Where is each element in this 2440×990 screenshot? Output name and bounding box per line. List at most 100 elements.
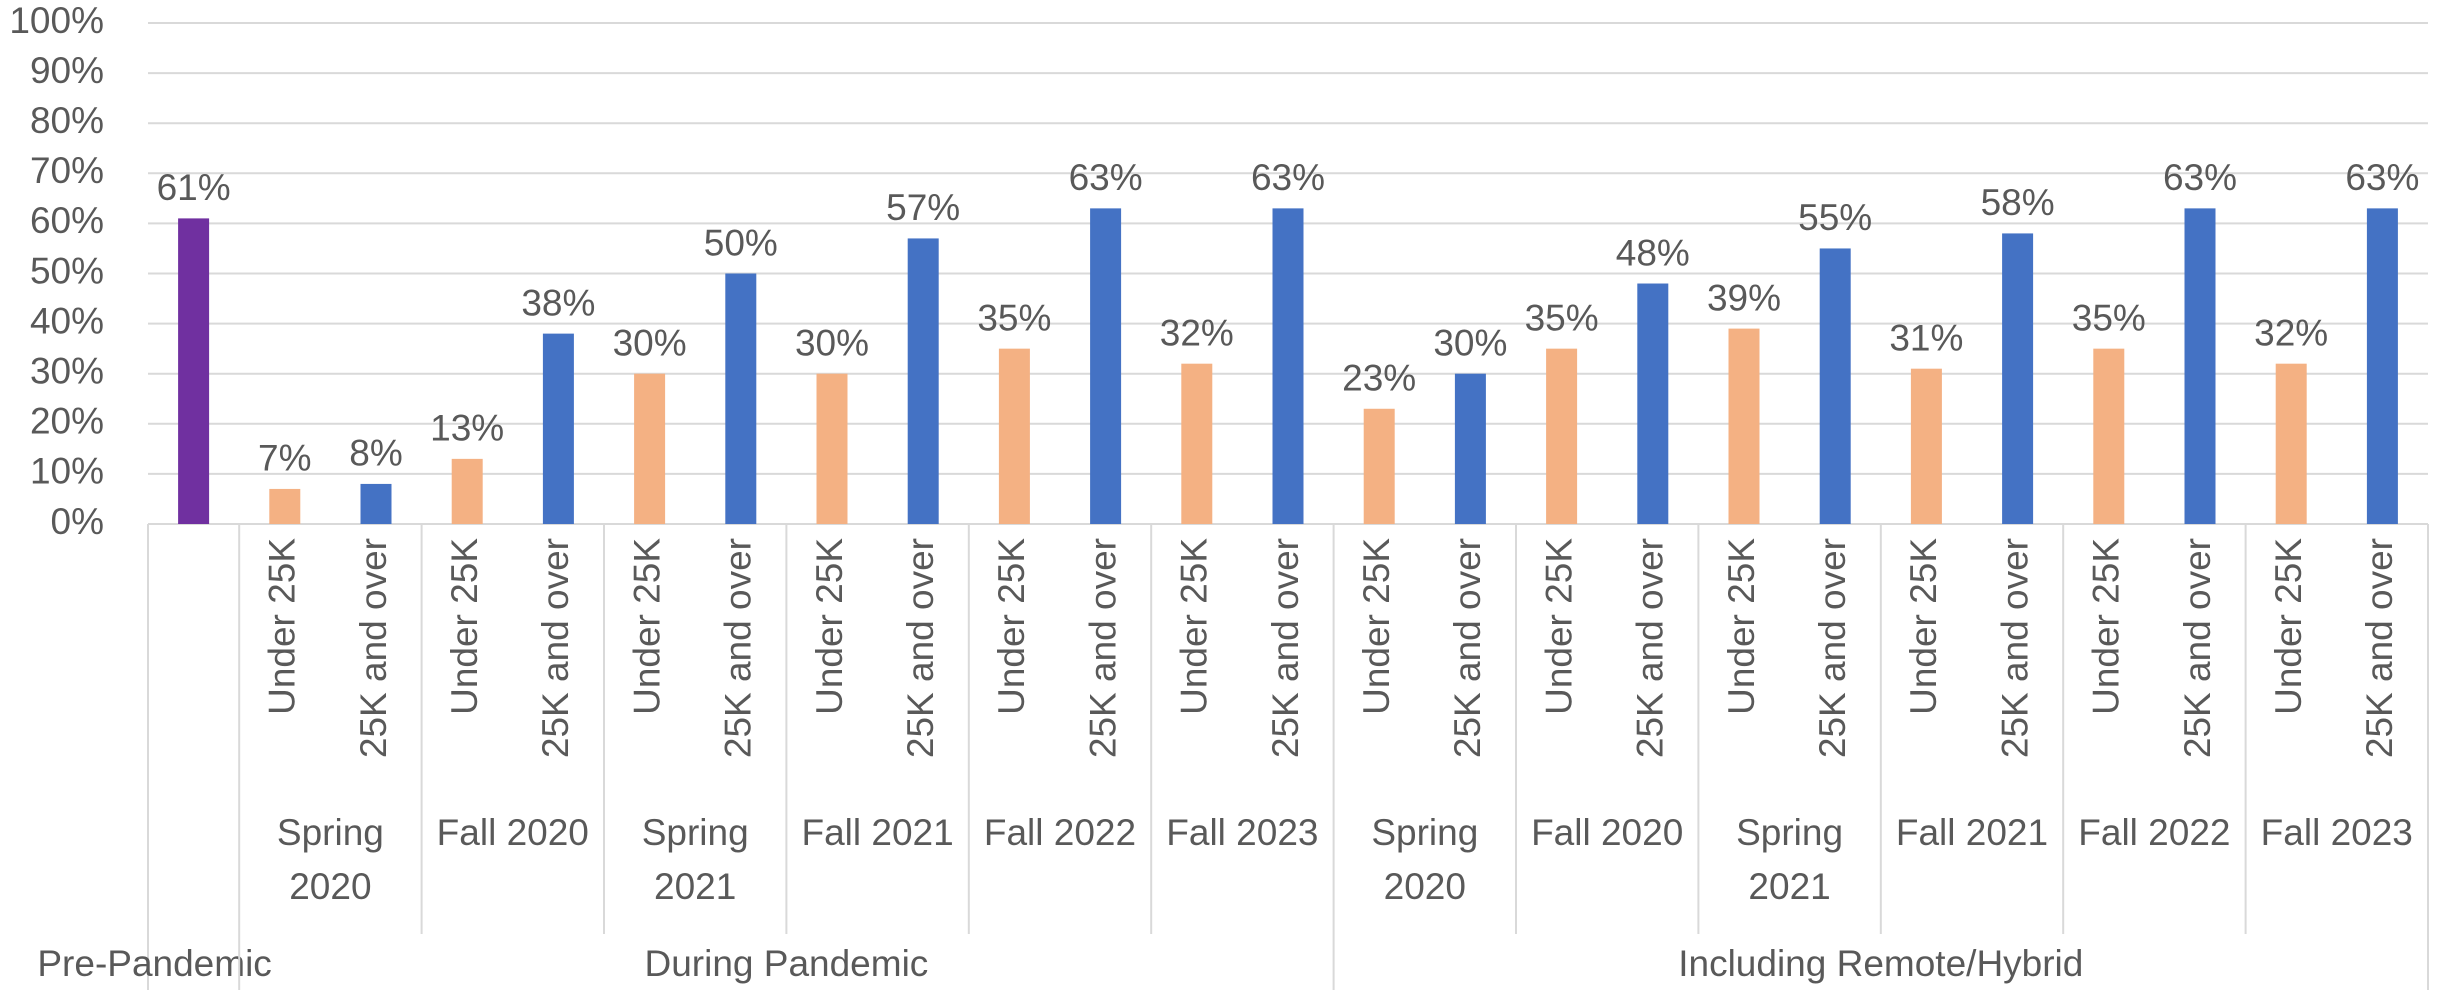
- bar: [1090, 208, 1122, 524]
- bar: [1637, 283, 1669, 524]
- bar: [1272, 208, 1304, 524]
- x-tick-label: Under 25K: [809, 538, 850, 715]
- value-label: 30%: [795, 322, 869, 363]
- bar: [907, 238, 939, 524]
- value-label: 48%: [1616, 232, 1690, 273]
- period-label: Fall 2021: [801, 812, 954, 853]
- bar: [2002, 233, 2034, 525]
- x-tick-label: Under 25K: [1538, 538, 1579, 715]
- bar: [1819, 248, 1851, 524]
- value-label: 39%: [1707, 277, 1781, 318]
- x-tick-label: 25K and over: [2359, 538, 2400, 758]
- x-tick-label: Under 25K: [626, 538, 667, 715]
- value-label: 35%: [2072, 297, 2146, 338]
- x-tick-label: 25K and over: [900, 538, 941, 758]
- x-tick-label: Under 25K: [1356, 538, 1397, 715]
- period-label: Fall 2022: [2078, 812, 2231, 853]
- x-tick-label: 25K and over: [353, 538, 394, 758]
- value-label: 32%: [2254, 312, 2328, 353]
- y-tick-label: 80%: [30, 100, 104, 141]
- value-label: 13%: [430, 408, 504, 449]
- value-label: 63%: [1251, 157, 1325, 198]
- period-label: Fall 2023: [1166, 812, 1319, 853]
- bar: [542, 333, 574, 524]
- period-label: Spring 2021: [641, 812, 749, 907]
- period-label: Fall 2020: [1531, 812, 1684, 853]
- y-tick-label: 40%: [30, 300, 104, 341]
- value-label: 61%: [157, 167, 231, 208]
- value-label: 50%: [704, 222, 778, 263]
- value-label: 8%: [349, 433, 402, 474]
- y-tick-label: 60%: [30, 200, 104, 241]
- bar: [2184, 208, 2216, 524]
- value-label: 55%: [1798, 197, 1872, 238]
- value-label: 30%: [613, 322, 687, 363]
- value-label: 63%: [2163, 157, 2237, 198]
- bar: [1181, 363, 1213, 524]
- bar: [1728, 328, 1760, 524]
- x-tick-label: 25K and over: [718, 538, 759, 758]
- y-tick-label: 20%: [30, 401, 104, 442]
- value-label: 23%: [1342, 358, 1416, 399]
- value-label: 32%: [1160, 312, 1234, 353]
- group-label: Including Remote/Hybrid: [1678, 943, 2083, 984]
- value-label: 58%: [1981, 182, 2055, 223]
- period-label: Spring 2020: [276, 812, 384, 907]
- y-tick-label: 10%: [30, 451, 104, 492]
- bar: [360, 483, 392, 524]
- period-label: Fall 2023: [2260, 812, 2413, 853]
- value-label: 35%: [1525, 297, 1599, 338]
- x-tick-label: 25K and over: [1447, 538, 1488, 758]
- bar: [2366, 208, 2398, 524]
- bar: [269, 488, 301, 524]
- bar: [178, 218, 210, 524]
- x-tick-label: 25K and over: [2177, 538, 2218, 758]
- period-label: Fall 2022: [983, 812, 1137, 853]
- y-tick-label: 100%: [9, 0, 104, 41]
- bar: [2275, 363, 2307, 524]
- bar: [998, 348, 1030, 524]
- period-label: Fall 2021: [1895, 812, 2049, 853]
- x-tick-label: 25K and over: [1812, 538, 1853, 758]
- bar: [816, 373, 848, 524]
- x-tick-label: 25K and over: [1082, 538, 1123, 758]
- y-tick-label: 0%: [51, 501, 104, 542]
- bar: [2093, 348, 2125, 524]
- bar: [1454, 373, 1486, 524]
- period-label: Spring 2020: [1371, 812, 1479, 907]
- x-tick-label: 25K and over: [1265, 538, 1306, 758]
- x-tick-label: 25K and over: [535, 538, 576, 758]
- period-label: Fall 2020: [436, 812, 589, 853]
- period-label: Spring 2021: [1736, 812, 1844, 907]
- bar: [1546, 348, 1578, 524]
- value-label: 35%: [977, 297, 1051, 338]
- group-label: Pre-Pandemic: [37, 943, 271, 984]
- group-label: During Pandemic: [644, 943, 928, 984]
- value-label: 63%: [1069, 157, 1143, 198]
- x-tick-label: Under 25K: [1174, 538, 1215, 715]
- value-label: 31%: [1889, 317, 1963, 358]
- y-tick-label: 70%: [30, 150, 104, 191]
- x-tick-label: Under 25K: [444, 538, 485, 715]
- bar: [725, 273, 757, 524]
- x-tick-label: Under 25K: [2086, 538, 2127, 715]
- bar: [1363, 408, 1395, 524]
- x-tick-label: Under 25K: [2268, 538, 2309, 715]
- y-tick-label: 30%: [30, 350, 104, 391]
- value-label: 30%: [1433, 322, 1507, 363]
- x-tick-label: Under 25K: [1903, 538, 1944, 715]
- x-tick-label: 25K and over: [1994, 538, 2035, 758]
- x-tick-label: 25K and over: [1630, 538, 1671, 758]
- bar: [1910, 368, 1942, 524]
- x-tick-label: Under 25K: [1721, 538, 1762, 715]
- bar: [451, 458, 483, 524]
- value-label: 38%: [521, 282, 595, 323]
- x-tick-label: Under 25K: [991, 538, 1032, 715]
- y-tick-label: 90%: [30, 50, 104, 91]
- y-tick-label: 50%: [30, 250, 104, 291]
- bar: [634, 373, 666, 524]
- x-tick-label: Under 25K: [262, 538, 303, 715]
- value-label: 7%: [258, 438, 311, 479]
